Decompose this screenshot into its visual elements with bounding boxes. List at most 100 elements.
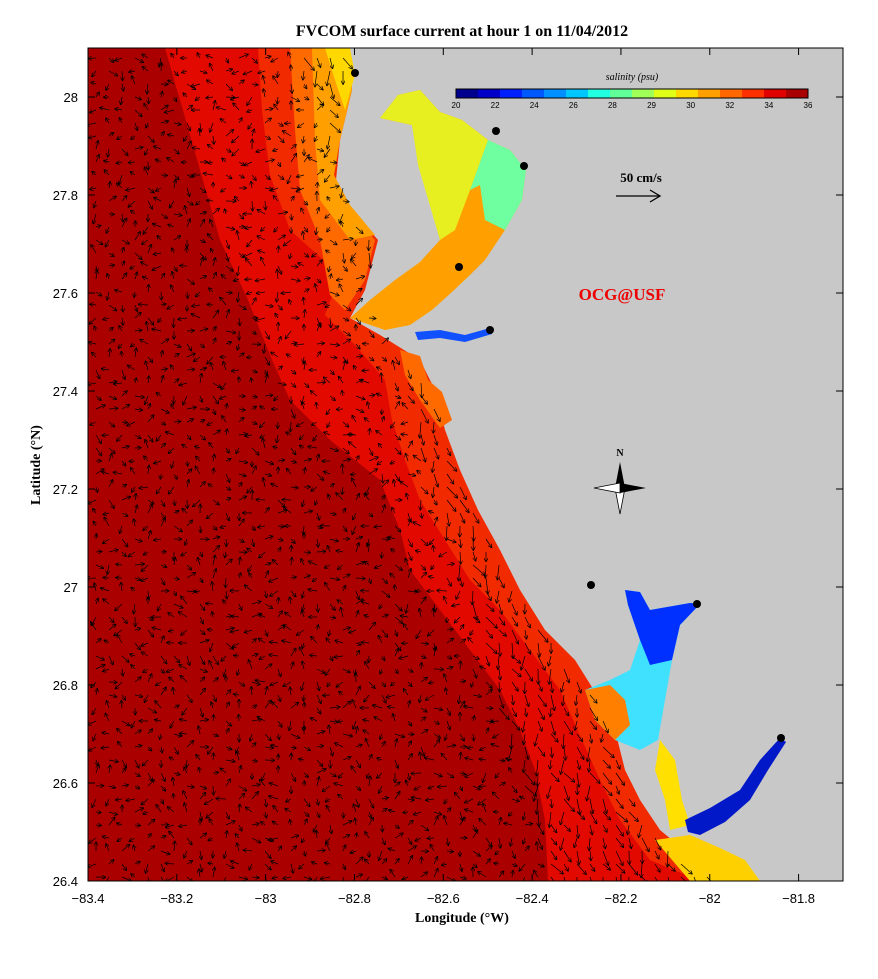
current-vector xyxy=(108,148,109,157)
current-vector xyxy=(304,362,305,371)
current-vector xyxy=(225,209,226,215)
current-vector xyxy=(89,136,97,138)
current-vector xyxy=(95,225,101,227)
colorbar-swatch xyxy=(676,89,699,98)
caloosahatchee-river xyxy=(685,738,786,835)
x-tick-label: −81.8 xyxy=(782,891,815,906)
current-vector xyxy=(324,432,331,435)
current-vector xyxy=(277,96,278,104)
current-vector xyxy=(245,435,253,436)
current-vector xyxy=(122,248,124,254)
current-vector xyxy=(252,129,254,137)
current-vector xyxy=(139,304,149,305)
coastal-amber-band xyxy=(312,48,375,240)
current-vector xyxy=(88,342,97,344)
current-vector xyxy=(263,76,265,85)
current-vector xyxy=(183,93,188,98)
current-vector xyxy=(342,318,349,321)
current-vector xyxy=(342,265,347,271)
current-vector xyxy=(92,171,97,175)
current-vector xyxy=(316,260,322,267)
current-vector xyxy=(212,310,219,319)
current-vector xyxy=(91,245,97,254)
north-label: N xyxy=(616,448,624,459)
current-vector xyxy=(247,486,253,493)
current-vector xyxy=(167,304,175,309)
current-vector xyxy=(107,274,109,280)
current-vector xyxy=(126,188,136,190)
current-vector xyxy=(109,454,112,462)
x-tick-label: −82.8 xyxy=(338,891,371,906)
current-vector xyxy=(446,473,453,484)
current-vector xyxy=(278,161,280,166)
current-vector xyxy=(206,55,214,58)
current-vector xyxy=(134,396,144,397)
current-vector xyxy=(342,447,349,454)
current-vector xyxy=(288,52,291,59)
current-vector xyxy=(186,419,193,422)
current-vector xyxy=(263,478,265,488)
current-vector xyxy=(208,234,214,241)
current-vector xyxy=(394,382,398,391)
current-vector xyxy=(327,197,330,202)
current-vector xyxy=(121,484,126,487)
current-vector xyxy=(158,317,161,322)
current-vector xyxy=(325,213,331,218)
current-vector xyxy=(277,366,282,371)
current-vector xyxy=(316,403,317,410)
current-vector xyxy=(263,438,265,449)
colorbar-label: salinity (psu) xyxy=(606,72,659,83)
colorbar-swatch xyxy=(786,89,809,98)
current-vector xyxy=(327,226,330,232)
current-vector xyxy=(368,457,378,462)
x-tick-label: −82.2 xyxy=(604,891,637,906)
current-vector xyxy=(96,141,98,150)
current-vector xyxy=(394,402,399,410)
current-vector xyxy=(310,391,318,397)
current-vector xyxy=(213,101,215,111)
current-vector xyxy=(329,122,340,132)
current-vector xyxy=(131,210,136,215)
current-vector xyxy=(92,70,97,76)
current-vector xyxy=(122,70,123,80)
y-tick-label: 27 xyxy=(64,580,78,595)
current-vector xyxy=(94,326,96,332)
current-vector xyxy=(143,226,149,234)
current-vector xyxy=(316,323,320,332)
current-vector xyxy=(93,213,97,224)
current-vector xyxy=(105,239,110,247)
current-vector xyxy=(115,109,123,110)
current-vector xyxy=(402,403,409,410)
current-vector xyxy=(152,265,162,270)
current-vector xyxy=(164,110,175,113)
current-vector xyxy=(233,103,240,111)
current-vector xyxy=(225,83,232,90)
current-vector xyxy=(106,118,109,124)
current-vector xyxy=(291,196,294,202)
current-vector xyxy=(316,302,326,306)
current-vector xyxy=(343,361,345,371)
current-vector xyxy=(212,395,218,404)
current-vector xyxy=(273,149,279,151)
current-vector xyxy=(213,468,214,475)
current-vector xyxy=(95,369,100,379)
current-vector xyxy=(433,408,440,421)
current-vector xyxy=(261,257,266,267)
current-vector xyxy=(315,70,317,87)
current-vector xyxy=(223,362,226,371)
current-vector xyxy=(288,174,292,183)
peace-river xyxy=(625,590,700,665)
current-vector xyxy=(96,270,97,280)
current-vector xyxy=(381,373,382,384)
current-vector xyxy=(134,97,141,100)
current-vector xyxy=(173,148,179,154)
current-vector xyxy=(261,226,266,231)
current-vector xyxy=(238,291,239,302)
current-vector xyxy=(187,291,188,298)
current-vector xyxy=(182,445,188,449)
current-vector xyxy=(291,83,292,93)
current-vector xyxy=(264,305,273,306)
current-vector xyxy=(355,408,364,412)
current-vector xyxy=(251,84,258,85)
current-vector xyxy=(191,314,201,319)
